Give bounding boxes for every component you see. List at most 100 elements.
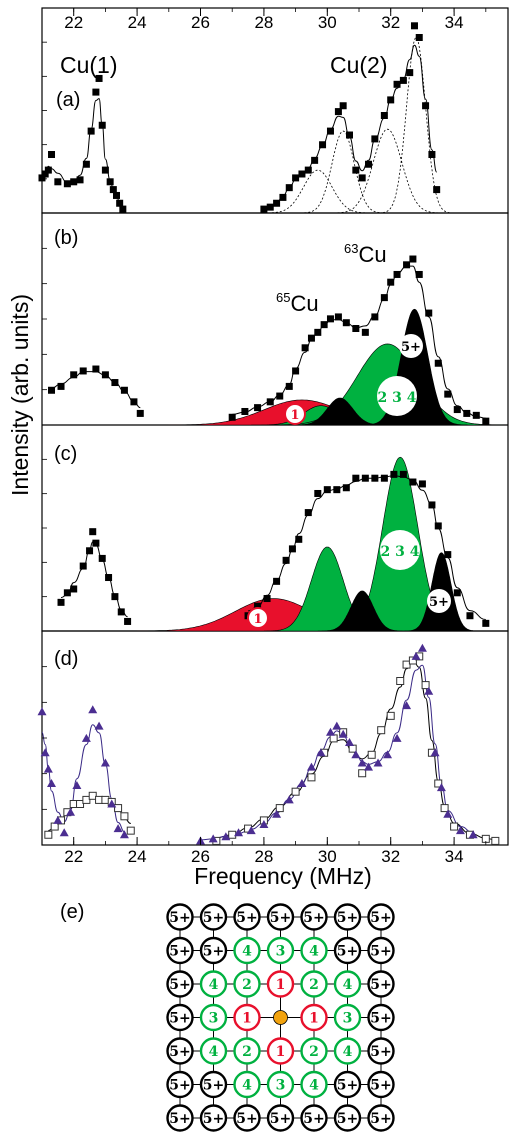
data-point-square (425, 309, 433, 317)
data-point-square (82, 160, 90, 168)
data-point-square (92, 365, 100, 373)
data-point-square (387, 278, 395, 286)
peak-1-text: 1 (290, 408, 299, 423)
data-point-square (89, 528, 97, 536)
data-point-square (393, 270, 401, 278)
data-point-triangle (43, 764, 53, 773)
data-point-open-square (402, 660, 411, 669)
lattice-site (199, 1070, 228, 1099)
lattice-site (333, 1003, 362, 1032)
lattice-site-label: 5+ (370, 944, 391, 960)
peak-234-badge (377, 376, 417, 416)
data-point-open-square (408, 656, 417, 665)
plot-frames (41, 7, 509, 846)
fit-curve (51, 371, 141, 409)
data-point-triangle (47, 779, 57, 787)
data-point-square (276, 392, 284, 400)
data-point-square (352, 166, 360, 174)
data-markers (37, 22, 500, 845)
lattice-site-label: 3 (276, 944, 286, 960)
lattice-site (266, 1070, 295, 1099)
lattice-site-label: 5+ (337, 1078, 358, 1094)
cu63-label: 63Cu (344, 241, 387, 267)
lattice-site-label: 1 (276, 1044, 286, 1060)
data-point-square (112, 191, 120, 199)
data-point-open-square (120, 812, 129, 821)
cu63-symbol: Cu (358, 242, 386, 267)
data-point-square (371, 135, 379, 143)
cu65-mass-number: 65 (276, 290, 290, 305)
lattice-site-label: 5+ (370, 1078, 391, 1094)
data-point-triangle (443, 809, 453, 818)
fit-curves (41, 36, 496, 841)
lattice-site-label: 1 (276, 977, 286, 993)
data-point-triangle (436, 783, 446, 792)
lattice-site (266, 903, 295, 931)
lattice-site (166, 903, 194, 931)
data-point-triangle (411, 651, 421, 660)
gaussian-peak (361, 308, 468, 426)
lattice-site-label: 5+ (236, 910, 257, 926)
lattice-site-label: 5+ (169, 1078, 190, 1094)
lattice-site (233, 1037, 261, 1065)
bottom-axis-tick-labels: 22 24 26 28 30 32 34 (64, 847, 463, 866)
data-point-square (79, 367, 87, 375)
peak-234-badge (380, 530, 420, 570)
lattice-site-label: 5+ (370, 1011, 391, 1027)
data-point-square (482, 619, 490, 627)
data-point-square (109, 186, 117, 194)
lattice-site (300, 970, 328, 998)
lattice-site (367, 1003, 395, 1032)
data-point-square (390, 470, 398, 478)
lattice-site-label: 5+ (270, 910, 291, 926)
data-point-square (63, 180, 71, 188)
data-point-square (314, 489, 322, 497)
lattice-site-label: 2 (242, 1044, 252, 1060)
data-point-square (254, 602, 262, 610)
lattice-site (300, 1104, 328, 1132)
lattice-site (367, 1104, 395, 1132)
lattice-site-label: 5+ (169, 977, 190, 993)
lattice-site (333, 1037, 362, 1065)
data-point-square (307, 334, 315, 342)
lattice-site (367, 903, 395, 931)
data-point-open-square (396, 677, 405, 685)
data-point-triangle (272, 809, 282, 818)
lattice-site-label: 5+ (169, 910, 190, 926)
lattice-site (233, 1003, 261, 1032)
bottom-tick-label: 30 (318, 847, 337, 866)
data-point-square (279, 193, 287, 201)
data-point-square (323, 486, 331, 494)
cu2-label: Cu(2) (330, 52, 388, 78)
lattice-site (166, 1070, 194, 1099)
data-point-square (260, 205, 268, 213)
data-point-square (409, 255, 417, 263)
data-point-square (314, 328, 322, 336)
data-point-triangle (468, 830, 478, 839)
data-point-square (406, 69, 414, 77)
top-tick-label: 28 (254, 13, 273, 32)
data-point-square (482, 417, 490, 425)
data-point-square (371, 474, 379, 482)
data-point-open-square (450, 822, 459, 831)
data-point-triangle (344, 738, 354, 746)
data-point-square (453, 406, 461, 414)
lattice-site (300, 1003, 328, 1032)
data-point-square (428, 151, 436, 158)
data-point-square (387, 96, 395, 104)
top-tick-label: 32 (381, 13, 400, 32)
lattice-site-label: 4 (343, 1044, 353, 1060)
data-point-square (380, 112, 388, 119)
data-point-open-square (358, 769, 367, 778)
fit-curve (41, 724, 125, 833)
data-point-square (70, 585, 78, 593)
data-point-triangle (455, 826, 465, 835)
data-point-triangle (246, 826, 256, 835)
data-point-square (285, 382, 293, 390)
lattice-site-label: 3 (276, 1078, 286, 1094)
lattice-site (333, 936, 362, 965)
data-point-triangle (113, 824, 123, 833)
data-point-square (273, 199, 281, 207)
peak-5plus-badge (399, 334, 423, 358)
data-point-triangle (297, 779, 307, 787)
